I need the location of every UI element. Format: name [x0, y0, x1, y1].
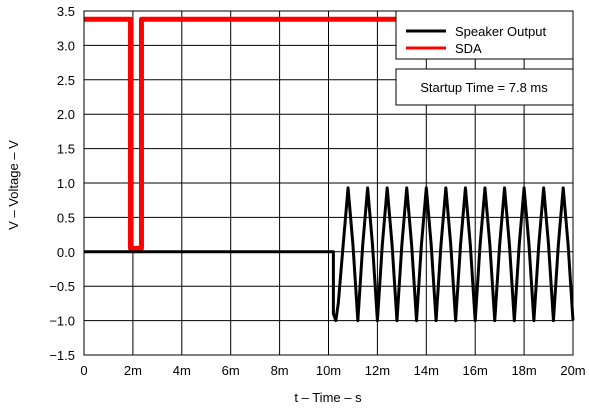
- legend-box: [395, 10, 574, 60]
- x-tick-label: 10m: [316, 363, 341, 378]
- x-tick-label: 2m: [124, 363, 142, 378]
- x-tick-label: 12m: [365, 363, 390, 378]
- annotation: Startup Time = 7.8 ms: [395, 68, 574, 106]
- x-tick-label: 14m: [414, 363, 439, 378]
- legend: Speaker Output SDA: [395, 10, 574, 60]
- series-line-speaker-output: [84, 186, 575, 323]
- x-tick-label: 4m: [173, 363, 191, 378]
- x-tick-label: 20m: [560, 363, 585, 378]
- annotation-label: Startup Time = 7.8 ms: [420, 80, 548, 95]
- x-tick-label: 0: [80, 363, 87, 378]
- y-tick-label: −1.0: [49, 314, 75, 329]
- y-tick-label: −0.5: [49, 279, 75, 294]
- annotation-box: [395, 68, 574, 106]
- legend-label-sda: SDA: [455, 41, 482, 56]
- y-tick-label: 3.5: [57, 4, 75, 19]
- x-tick-label: 6m: [222, 363, 240, 378]
- series-line-sda: [84, 16, 573, 251]
- legend-label-speaker-output: Speaker Output: [455, 24, 546, 39]
- x-tick-label: 18m: [511, 363, 536, 378]
- x-axis-title: t – Time – s: [294, 390, 362, 405]
- y-tick-label: 0.0: [57, 245, 75, 260]
- series-layer: [84, 16, 575, 323]
- y-axis-title: V – Voltage – V: [6, 140, 21, 230]
- plot-area-border: [83, 10, 574, 356]
- x-tick-label: 8m: [271, 363, 289, 378]
- x-tick-label: 16m: [463, 363, 488, 378]
- y-tick-label: 2.0: [57, 107, 75, 122]
- y-tick-label: 1.0: [57, 176, 75, 191]
- y-tick-label: 3.0: [57, 38, 75, 53]
- x-axis-ticks: 0 2m 4m 6m 8m 10m 12m 14m 16m 18m 20m: [80, 363, 585, 378]
- y-tick-label: −1.5: [49, 348, 75, 363]
- y-tick-label: 0.5: [57, 210, 75, 225]
- y-tick-label: 1.5: [57, 142, 75, 157]
- y-tick-label: 2.5: [57, 73, 75, 88]
- y-axis-ticks: −1.5 −1.0 −0.5 0.0 0.5 1.0 1.5 2.0 2.5 3.0 3.5: [49, 4, 75, 363]
